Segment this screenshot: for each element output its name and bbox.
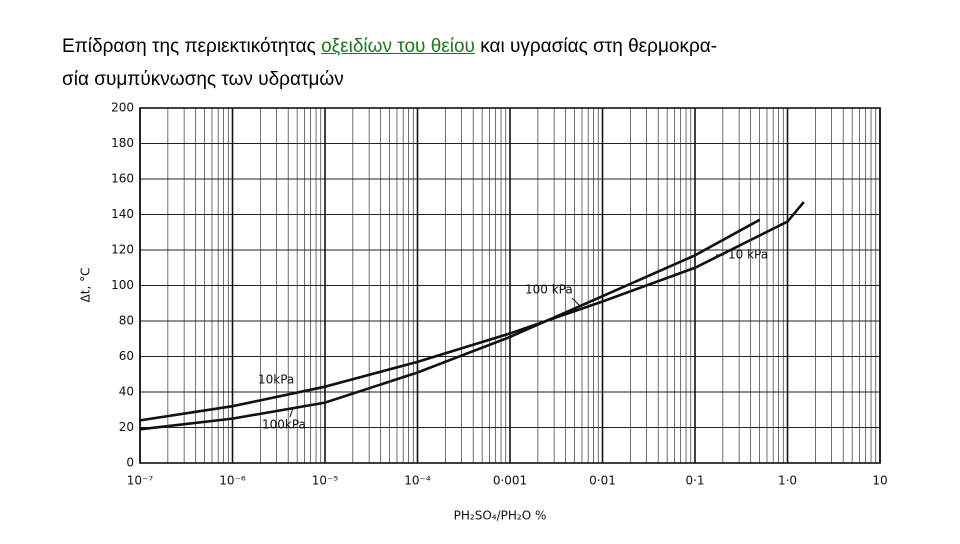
x-tick-label: 10 (872, 474, 887, 488)
y-tick-label: 40 (119, 385, 134, 399)
y-tick-label: 180 (111, 136, 134, 150)
heading-text: και υγρασίας στη θερμοκρα- (480, 36, 718, 57)
series-label: 10kPa (258, 373, 294, 387)
y-tick-label: 200 (111, 101, 134, 115)
x-tick-label: 10⁻⁶ (219, 474, 246, 488)
x-tick-label: 1·0 (778, 474, 797, 488)
plot-frame (139, 107, 881, 464)
y-axis-label: Δt, °C (79, 268, 93, 303)
x-axis-label: PH₂SO₄/PH₂O % (454, 509, 547, 523)
heading-link[interactable]: οξειδίων του θείου (321, 36, 475, 57)
annotation: 100 kPa (525, 283, 573, 297)
x-tick-label: 0·001 (493, 474, 527, 488)
y-tick-label: 140 (111, 207, 134, 221)
y-tick-label: 80 (119, 314, 134, 328)
x-tick-label: 0·01 (589, 474, 616, 488)
heading-text: σία συμπύκνωσης των υδρατμών (62, 69, 344, 90)
x-tick-label: 10⁻⁴ (404, 474, 431, 488)
y-tick-label: 0 (126, 456, 134, 470)
annotation: 10 kPa (728, 248, 768, 262)
x-tick-label: 0·1 (685, 474, 704, 488)
y-tick-label: 20 (119, 420, 134, 434)
leader (571, 297, 581, 307)
heading: Επίδραση της περιεκτικότητας οξειδίων το… (62, 30, 922, 96)
y-tick-label: 160 (111, 172, 134, 186)
heading-text: Επίδραση της περιεκτικότητας (62, 36, 316, 57)
y-tick-label: 100 (111, 278, 134, 292)
line-series (139, 218, 761, 431)
y-tick-label: 60 (119, 349, 134, 363)
x-tick-label: 10⁻⁷ (127, 474, 154, 488)
y-tick-label: 120 (111, 243, 134, 257)
series-label: 100kPa (262, 418, 306, 432)
line-series (139, 201, 805, 422)
leader (289, 407, 294, 418)
x-tick-label: 10⁻⁵ (312, 474, 339, 488)
